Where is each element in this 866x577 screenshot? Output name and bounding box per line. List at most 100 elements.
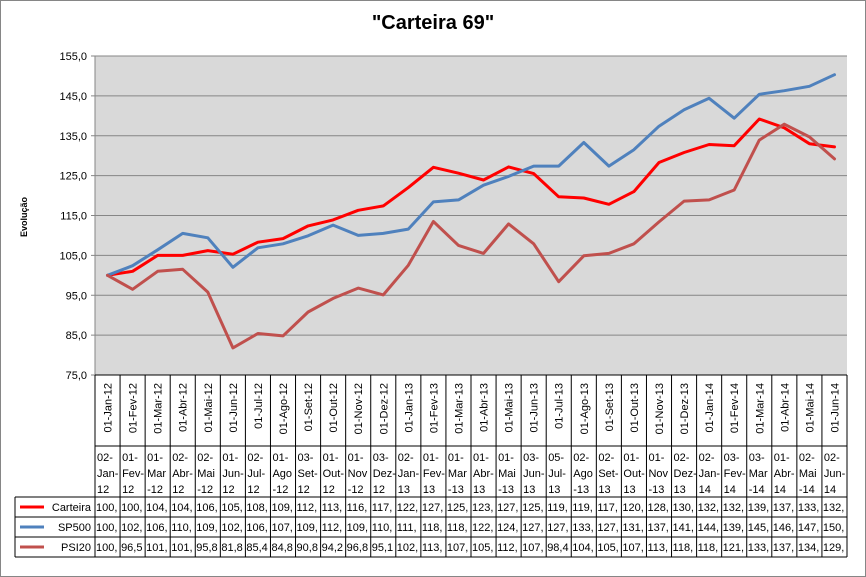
y-tick-label: 155,0	[59, 51, 87, 63]
table-date-label: 03-	[523, 452, 539, 464]
x-tick-label: 01-Mar-14	[754, 383, 766, 434]
table-value: 122,	[472, 522, 493, 534]
table-date-label: 12	[222, 484, 234, 496]
table-value: 119,	[572, 502, 593, 514]
y-tick-label: 125,0	[59, 171, 87, 183]
table-value: 118,	[422, 522, 443, 534]
table-date-label: 13	[423, 484, 435, 496]
table-date-label: 12	[122, 484, 134, 496]
table-date-label: -12	[147, 484, 163, 496]
table-value: 112,	[297, 502, 318, 514]
table-value: 132,	[723, 502, 744, 514]
x-tick-label: 01-Abr-14	[779, 383, 791, 432]
x-tick-label: 01-Nov-12	[353, 383, 365, 434]
table-value: 96,5	[121, 542, 142, 554]
table-value: 108,	[246, 502, 267, 514]
table-value: 131,	[622, 522, 643, 534]
table-value: 124,	[497, 522, 518, 534]
table-value: 118,	[673, 542, 694, 554]
table-date-label: 02-	[799, 452, 815, 464]
x-tick-label: 01-Jun-13	[529, 383, 541, 433]
x-tick-label: 01-Set-12	[303, 383, 315, 431]
table-value: 81,8	[221, 542, 242, 554]
table-date-label: 01-	[122, 452, 138, 464]
y-tick-label: 145,0	[59, 91, 87, 103]
x-tick-label: 01-Nov-13	[654, 383, 666, 434]
table-value: 95,1	[372, 542, 393, 554]
table-date-label: Mai	[799, 468, 817, 480]
table-date-label: 13	[623, 484, 635, 496]
table-value: 100,	[96, 502, 117, 514]
y-tick-label: 85,0	[66, 330, 87, 342]
table-value: 139,	[723, 522, 744, 534]
table-date-label: 03-	[373, 452, 389, 464]
table-value: 113,	[647, 542, 668, 554]
x-tick-label: 01-Fev-13	[428, 383, 440, 433]
table-date-label: 01-	[774, 452, 790, 464]
x-tick-label: 01-Dez-12	[378, 383, 390, 434]
legend-label-psi20: PSI20	[61, 542, 91, 554]
table-date-label: -12	[272, 484, 288, 496]
table-value: 109,	[271, 502, 292, 514]
table-value: 117,	[597, 502, 618, 514]
table-value: 110,	[171, 522, 192, 534]
table-value: 127,	[547, 522, 568, 534]
table-date-label: Out-	[623, 468, 645, 480]
table-value: 85,4	[246, 542, 267, 554]
table-value: 134,	[798, 542, 819, 554]
x-tick-label: 01-Set-13	[604, 383, 616, 431]
table-date-label: 02-	[172, 452, 188, 464]
table-value: 147,	[798, 522, 819, 534]
table-date-label: -14	[749, 484, 765, 496]
table-value: 95,8	[196, 542, 217, 554]
table-value: 109,	[347, 522, 368, 534]
table-date-label: 02-	[699, 452, 715, 464]
x-tick-label: 01-Jan-13	[403, 383, 415, 433]
table-date-label: 02-	[398, 452, 414, 464]
table-date-label: Jul-	[548, 468, 566, 480]
table-date-label: 03-	[749, 452, 765, 464]
table-date-label: 12	[298, 484, 310, 496]
table-value: 102,	[121, 522, 142, 534]
table-date-label: 12	[247, 484, 259, 496]
table-value: 101,	[146, 542, 167, 554]
x-tick-label: 01-Mai-14	[804, 383, 816, 433]
table-value: 133,	[798, 502, 819, 514]
x-tick-label: 01-Dez-13	[679, 383, 691, 434]
table-value: 150,	[823, 522, 844, 534]
table-date-label: 05-	[548, 452, 564, 464]
table-value: 105,	[597, 542, 618, 554]
table-value: 100,	[96, 522, 117, 534]
table-date-label: 12	[373, 484, 385, 496]
table-date-label: 14	[774, 484, 786, 496]
table-value: 104,	[572, 542, 593, 554]
x-tick-label: 01-Fev-12	[128, 383, 140, 433]
table-date-label: 14	[824, 484, 836, 496]
table-date-label: 02-	[97, 452, 113, 464]
table-value: 94,2	[322, 542, 343, 554]
table-value: 106,	[146, 522, 167, 534]
table-date-label: 13	[398, 484, 410, 496]
table-date-label: 13	[548, 484, 560, 496]
table-value: 113,	[422, 542, 443, 554]
table-date-label: Ago	[573, 468, 593, 480]
y-tick-label: 95,0	[66, 290, 87, 302]
table-date-label: -13	[648, 484, 664, 496]
table-date-label: Ago	[272, 468, 292, 480]
y-tick-label: 75,0	[66, 370, 87, 382]
table-date-label: 12	[172, 484, 184, 496]
table-value: 119,	[547, 502, 568, 514]
table-date-label: 12	[323, 484, 335, 496]
x-tick-label: 01-Jun-14	[829, 383, 841, 433]
table-value: 112,	[322, 522, 343, 534]
table-value: 137,	[647, 522, 668, 534]
table-date-label: 14	[724, 484, 736, 496]
table-date-label: 01-	[348, 452, 364, 464]
table-date-label: 01-	[272, 452, 288, 464]
table-value: 137,	[773, 502, 794, 514]
table-value: 139,	[748, 502, 769, 514]
table-date-label: Abr-	[172, 468, 193, 480]
table-date-label: 03-	[724, 452, 740, 464]
y-tick-label: 115,0	[60, 211, 87, 223]
